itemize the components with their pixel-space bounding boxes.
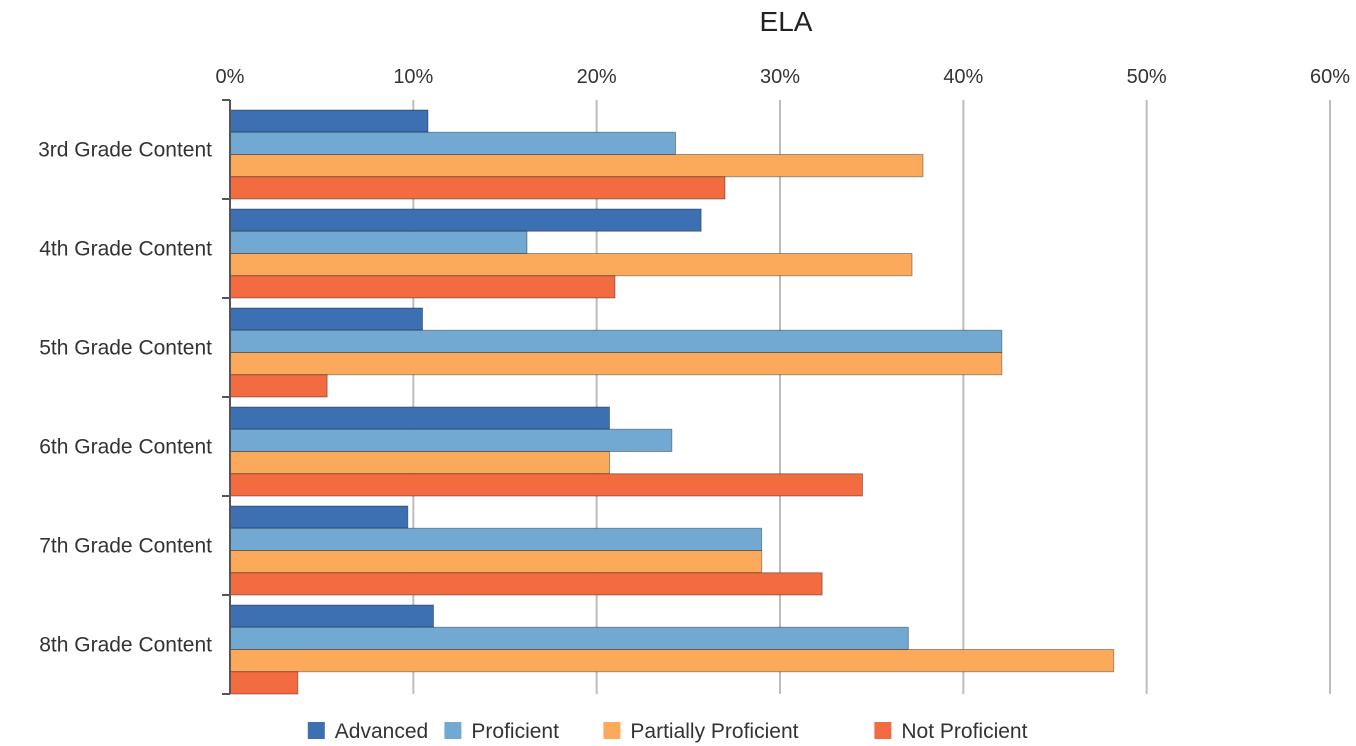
chart-title: ELA [760,6,813,37]
category-label: 5th Grade Content [39,337,212,360]
bar-not-proficient [229,572,823,596]
bar-partially-proficient [229,352,1003,376]
legend-swatch [307,722,325,739]
bar-advanced [229,406,610,430]
legend-swatch [874,722,892,739]
legend-label: Not Proficient [901,720,1027,743]
bar-partially-proficient [229,649,1115,673]
category-label: 4th Grade Content [39,238,212,261]
bar-not-proficient [229,176,726,200]
bar-not-proficient [229,374,328,398]
bar-partially-proficient [229,451,610,475]
bar-proficient [229,626,909,650]
bar-advanced [229,505,409,529]
legend: Advanced Proficient Partially Proficient No… [307,720,1028,743]
x-tick-label: 60% [1310,66,1350,88]
category-labels: 3rd Grade Content 4th Grade Content 5th Gr… [38,139,212,657]
category-label: 8th Grade Content [39,634,212,657]
bar-proficient [229,131,676,155]
x-tick-label: 30% [760,66,800,88]
bar-advanced [229,604,434,628]
category-label: 6th Grade Content [39,436,212,459]
bar-not-proficient [229,473,863,497]
bars [229,109,1115,695]
bar-not-proficient [229,275,616,299]
category-label: 3rd Grade Content [38,139,212,162]
x-axis-ticks: 0% 10% 20% 30% 40% 50% 60% [216,66,1351,88]
legend-swatch [603,722,621,739]
bar-proficient [229,329,1003,353]
bar-advanced [229,307,423,331]
legend-label: Advanced [335,720,428,743]
x-tick-label: 0% [216,66,245,88]
legend-swatch [444,722,462,739]
x-tick-label: 50% [1127,66,1167,88]
bar-proficient [229,428,673,452]
bar-partially-proficient [229,253,913,277]
legend-label: Partially Proficient [630,720,798,743]
x-tick-label: 10% [393,66,433,88]
x-tick-label: 40% [943,66,983,88]
bar-proficient [229,230,528,254]
legend-label: Proficient [471,720,559,743]
bar-advanced [229,208,702,232]
category-label: 7th Grade Content [39,535,212,558]
bar-partially-proficient [229,154,924,178]
bar-partially-proficient [229,550,763,574]
bar-not-proficient [229,671,299,695]
bar-advanced [229,109,429,133]
y-axis [222,99,231,695]
bar-proficient [229,527,763,551]
x-tick-label: 20% [577,66,617,88]
